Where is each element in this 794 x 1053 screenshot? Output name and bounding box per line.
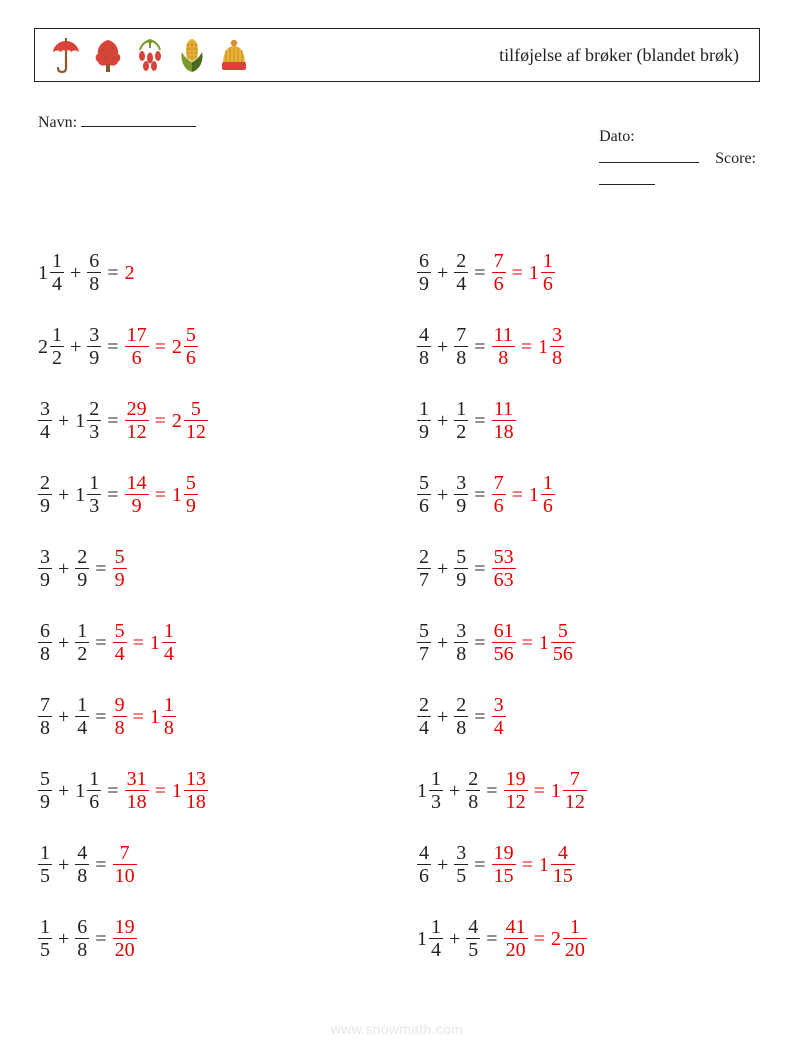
problem-row: 57+38=6156=1556 [417, 606, 756, 680]
equals-sign: = [468, 559, 491, 579]
problem-row: 15+68=1920 [38, 902, 377, 976]
equals-sign: = [89, 929, 112, 949]
equals-sign: = [468, 263, 491, 283]
equals-sign: = [515, 337, 538, 357]
equals-sign: = [480, 929, 503, 949]
problem-row: 19+12=1118 [417, 384, 756, 458]
plus-operator: + [443, 929, 466, 949]
problem-row: 212+39=176=256 [38, 310, 377, 384]
equals-sign: = [149, 411, 172, 431]
plus-operator: + [431, 707, 454, 727]
equals-sign: = [101, 411, 124, 431]
problem-row: 56+39=76=116 [417, 458, 756, 532]
equals-sign: = [101, 781, 124, 801]
problem-row: 113+28=1912=1712 [417, 754, 756, 828]
equals-sign: = [506, 485, 529, 505]
problem-row: 39+29=59 [38, 532, 377, 606]
problem-row: 29+113=149=159 [38, 458, 377, 532]
problem-row: 69+24=76=116 [417, 236, 756, 310]
plus-operator: + [52, 929, 75, 949]
equals-sign: = [101, 485, 124, 505]
header-icons [49, 36, 251, 74]
equals-sign: = [89, 855, 112, 875]
name-blank[interactable] [81, 110, 196, 127]
date-label: Dato: [599, 128, 635, 145]
date-blank[interactable] [599, 146, 699, 163]
plus-operator: + [52, 781, 75, 801]
score-blank[interactable] [599, 168, 655, 185]
equals-sign: = [468, 485, 491, 505]
problem-row: 48+78=118=138 [417, 310, 756, 384]
equals-sign: = [468, 855, 491, 875]
problem-row: 78+14=98=118 [38, 680, 377, 754]
plus-operator: + [64, 263, 87, 283]
worksheet-title: tilføjelse af brøker (blandet brøk) [499, 45, 745, 66]
problem-row: 59+116=3118=11318 [38, 754, 377, 828]
plus-operator: + [443, 781, 466, 801]
equals-sign: = [89, 559, 112, 579]
plus-operator: + [431, 485, 454, 505]
equals-sign: = [528, 781, 551, 801]
berries-icon [133, 36, 167, 74]
plus-operator: + [52, 411, 75, 431]
equals-sign: = [468, 411, 491, 431]
problem-row: 27+59=5363 [417, 532, 756, 606]
name-label: Navn: [38, 114, 77, 131]
problems-grid: 114+68=2212+39=176=25634+123=2912=251229… [34, 236, 760, 976]
plus-operator: + [431, 559, 454, 579]
problem-row: 34+123=2912=2512 [38, 384, 377, 458]
problem-row: 46+35=1915=1415 [417, 828, 756, 902]
equals-sign: = [149, 485, 172, 505]
plus-operator: + [52, 855, 75, 875]
corn-icon [175, 36, 209, 74]
equals-sign: = [468, 337, 491, 357]
problem-row: 68+12=54=114 [38, 606, 377, 680]
equals-sign: = [101, 263, 124, 283]
equals-sign: = [468, 633, 491, 653]
problem-row: 24+28=34 [417, 680, 756, 754]
plus-operator: + [64, 337, 87, 357]
equals-sign: = [127, 633, 150, 653]
plus-operator: + [431, 855, 454, 875]
tree-icon [91, 36, 125, 74]
equals-sign: = [89, 633, 112, 653]
equals-sign: = [149, 781, 172, 801]
equals-sign: = [89, 707, 112, 727]
plus-operator: + [52, 633, 75, 653]
equals-sign: = [149, 337, 172, 357]
plus-operator: + [52, 559, 75, 579]
problem-row: 114+45=4120=2120 [417, 902, 756, 976]
equals-sign: = [480, 781, 503, 801]
beanie-icon [217, 36, 251, 74]
header-box: tilføjelse af brøker (blandet brøk) [34, 28, 760, 82]
plus-operator: + [431, 633, 454, 653]
equals-sign: = [516, 855, 539, 875]
plus-operator: + [52, 707, 75, 727]
equals-sign: = [468, 707, 491, 727]
plus-operator: + [431, 263, 454, 283]
plus-operator: + [52, 485, 75, 505]
footer-watermark: www.snowmath.com [0, 1021, 794, 1037]
plus-operator: + [431, 411, 454, 431]
equals-sign: = [101, 337, 124, 357]
equals-sign: = [127, 707, 150, 727]
umbrella-icon [49, 36, 83, 74]
info-row: Navn: Dato: Score: [34, 110, 760, 208]
equals-sign: = [528, 929, 551, 949]
score-label: Score: [715, 150, 756, 167]
problem-row: 114+68=2 [38, 236, 377, 310]
equals-sign: = [516, 633, 539, 653]
plus-operator: + [431, 337, 454, 357]
equals-sign: = [506, 263, 529, 283]
problem-row: 15+48=710 [38, 828, 377, 902]
name-field: Navn: [38, 110, 196, 208]
